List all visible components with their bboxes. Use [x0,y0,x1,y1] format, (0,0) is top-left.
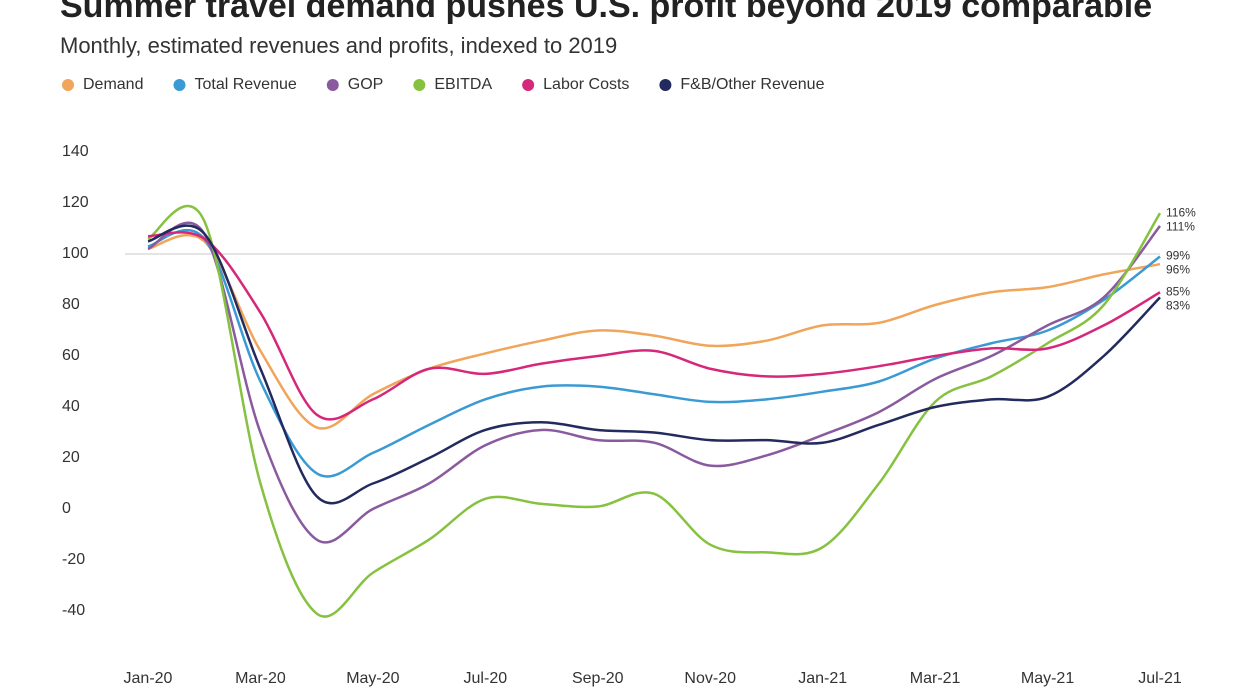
y-tick-label: 0 [62,500,71,517]
end-label: 99% [1166,249,1190,263]
y-tick-label: 100 [62,245,89,262]
x-tick-label: Sep-20 [572,670,624,687]
x-tick-label: Mar-20 [235,670,286,687]
legend-marker [173,79,186,91]
series-line [147,233,1161,430]
legend-label: Total Revenue [194,76,296,93]
legend-label: Labor Costs [543,76,629,93]
x-tick-label: May-20 [346,670,399,687]
y-tick-label: 20 [62,449,80,466]
x-tick-label: Nov-20 [684,670,736,687]
series-line [147,231,1161,421]
legend-marker [659,79,672,91]
end-label: 116% [1166,205,1196,219]
legend-marker [413,79,426,91]
y-tick-label: 40 [62,398,80,415]
y-tick-label: 140 [62,143,89,160]
legend-label: EBITDA [434,76,492,93]
end-label: 83% [1166,298,1190,312]
y-tick-label: 60 [62,347,80,364]
legend-marker [326,79,339,91]
y-tick-label: -20 [62,551,85,568]
end-label: 111% [1166,219,1195,233]
series-line [147,221,1161,544]
legend-marker [62,79,74,91]
y-tick-label: 120 [62,194,89,211]
end-label: 85% [1166,284,1190,298]
y-tick-label: -40 [62,602,85,619]
chart-title: Summer travel demand pushes U.S. profit … [60,0,1152,25]
x-tick-label: Jan-20 [124,670,173,687]
end-label: 96% [1166,263,1190,277]
x-tick-label: Jan-21 [798,670,847,687]
x-tick-label: Jul-21 [1138,670,1182,687]
legend-marker [522,79,535,91]
legend-label: GOP [348,76,384,93]
x-tick-label: Jul-20 [464,670,508,687]
legend-label: F&B/Other Revenue [680,76,824,93]
x-tick-label: Mar-21 [910,670,961,687]
chart-subtitle: Monthly, estimated revenues and profits,… [60,33,617,58]
legend-label: Demand [83,76,143,93]
series-line [147,229,1161,478]
series-line [147,204,1162,618]
x-tick-label: May-21 [1021,670,1074,687]
y-tick-label: 80 [62,296,80,313]
series-line [147,224,1161,505]
